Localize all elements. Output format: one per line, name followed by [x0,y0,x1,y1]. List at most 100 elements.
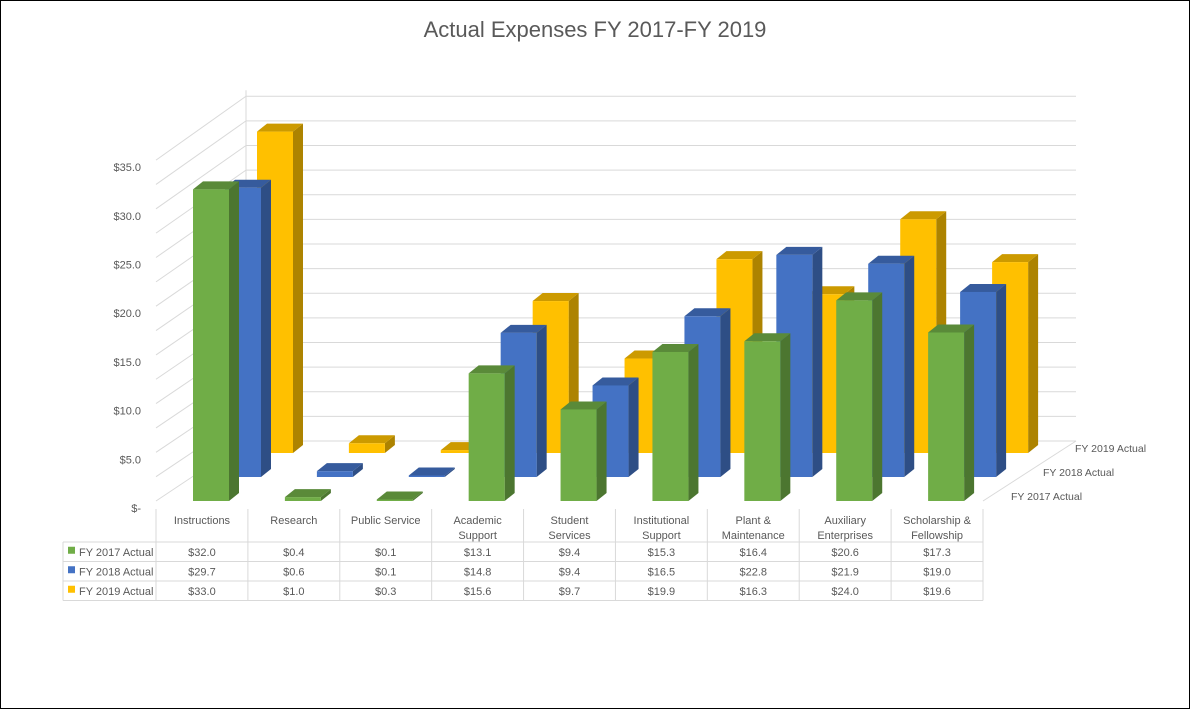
category-label: Fellowship [911,530,963,542]
bar-top [316,463,363,472]
gridline-side [155,120,247,185]
data-cell: $29.7 [188,566,216,578]
bar-fy-2019-actual [257,123,303,453]
bar-face [316,471,353,477]
bar-side [904,255,915,477]
bar-top [776,246,823,255]
bar-top [868,255,915,264]
bar-fy-2017-actual [560,401,607,501]
bar-fy-2017-actual [468,365,515,501]
bar-side [720,308,731,477]
data-cell: $17.3 [923,547,951,559]
data-cell: $9.7 [559,586,580,598]
data-cell: $16.5 [648,566,676,578]
data-cell: $9.4 [559,566,580,578]
bar-side [688,343,699,501]
category-label: Enterprises [817,530,873,542]
category-label: Support [642,530,681,542]
bar-side [1028,254,1039,453]
category-label: Support [458,530,497,542]
bar-face [408,475,445,477]
bar-fy-2018-actual [316,463,363,477]
data-cell: $0.1 [375,566,396,578]
category-label: Student [551,515,589,527]
bar-side [504,365,515,501]
data-cell: $20.6 [831,547,859,559]
data-cell: $13.1 [464,547,492,559]
bar-fy-2017-actual [928,324,975,501]
bar-fy-2017-actual [652,343,699,501]
y-tick-label: $25.0 [113,260,141,272]
bar-top [684,308,731,317]
category-label: Plant & [736,515,772,527]
bar-face [744,341,781,501]
bar-side [536,324,547,477]
bar-face [284,497,321,501]
data-cell: $24.0 [831,586,859,598]
bar-top [900,211,947,220]
data-cell: $32.0 [188,547,216,559]
bar-top [408,467,455,476]
bar-side [872,292,883,501]
legend-label: FY 2018 Actual [79,566,153,578]
bar-top [500,324,547,333]
bar-top [193,181,239,190]
bar-side [320,489,331,501]
y-tick-label: $30.0 [113,211,141,223]
data-cell: $15.3 [648,547,676,559]
bar-fy-2018-actual [408,467,455,477]
bar-top [257,123,303,132]
bar-top [532,293,579,302]
category-label: Services [548,530,591,542]
depth-label: FY 2017 Actual [1011,491,1082,503]
bar-side [596,401,607,501]
data-cell: $16.4 [740,547,768,559]
data-cell: $16.3 [740,586,768,598]
bar-top [592,377,639,386]
bar-face [836,300,873,501]
data-cell: $33.0 [188,586,216,598]
depth-label: FY 2019 Actual [1075,443,1146,455]
bar-top [928,324,975,333]
bar-fy-2017-actual [284,489,331,501]
y-tick-label: $- [131,503,141,515]
bar-side [444,467,455,477]
bar-top [716,251,763,260]
floor-edge [982,440,1077,502]
depth-axis-labels: FY 2017 Actual FY 2018 Actual FY 2019 Actu… [1011,443,1146,503]
bar-fy-2019-actual [348,435,395,453]
bar-top [960,283,1007,292]
bar-top [744,333,791,342]
bar-side [229,181,239,501]
bar-top [348,435,395,444]
legend-key [68,546,75,554]
bar-side [780,333,791,501]
bar-side [384,435,395,453]
bar-fy-2017-actual [836,292,883,501]
bar-face [468,373,505,501]
legend-label: FY 2017 Actual [79,547,153,559]
legend-key [68,585,75,593]
data-cell: $19.6 [923,586,951,598]
bar-face [652,351,689,501]
legend-label: FY 2019 Actual [79,586,153,598]
data-cell: $21.9 [831,566,859,578]
data-cell: $9.4 [559,547,580,559]
data-cell: $19.9 [648,586,676,598]
bar-top [992,254,1039,263]
bar-side [812,246,823,477]
data-cell: $0.6 [283,566,304,578]
bar-fy-2017-actual [193,181,239,501]
bar-face [560,409,597,501]
category-label: Public Service [351,515,421,527]
gridline-side [155,95,247,161]
legend-key [68,566,75,574]
bar-top [836,292,883,301]
data-cell: $14.8 [464,566,492,578]
bar-fy-2017-actual [744,333,791,501]
category-label: Academic [453,515,502,527]
bar-side [628,377,639,477]
category-label: Instructions [174,515,231,527]
